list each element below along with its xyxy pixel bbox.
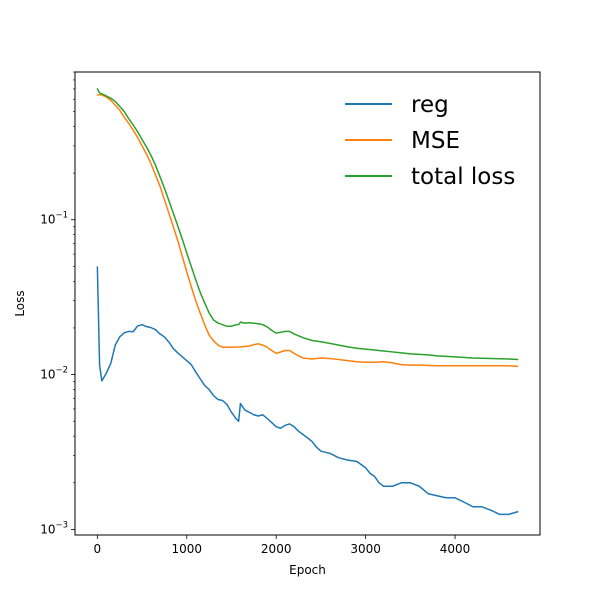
y-axis: 10−3 10−2 10−1 <box>40 71 75 536</box>
legend: reg MSE total loss <box>345 92 515 190</box>
y-tick-label: 10−2 <box>40 366 68 382</box>
x-tick-label: 4000 <box>440 542 471 556</box>
x-axis-label: Epoch <box>289 563 326 577</box>
legend-label: reg <box>411 92 449 118</box>
y-tick-label: 10−1 <box>40 211 68 227</box>
legend-label: total loss <box>411 164 515 190</box>
x-tick-label: 1000 <box>172 542 203 556</box>
x-tick-label: 3000 <box>350 542 381 556</box>
series-line-reg <box>96 266 519 516</box>
y-tick-label: 10−3 <box>40 520 68 536</box>
x-tick-label: 2000 <box>261 542 292 556</box>
plot-frame <box>74 71 541 536</box>
y-axis-label: Loss <box>13 290 27 316</box>
series-layer <box>96 88 519 516</box>
legend-label: MSE <box>411 128 460 154</box>
series-line-MSE <box>96 94 519 368</box>
series-line-total-loss <box>96 88 519 361</box>
x-axis: 0 1000 2000 3000 4000 <box>94 535 471 556</box>
x-tick-label: 0 <box>94 542 102 556</box>
